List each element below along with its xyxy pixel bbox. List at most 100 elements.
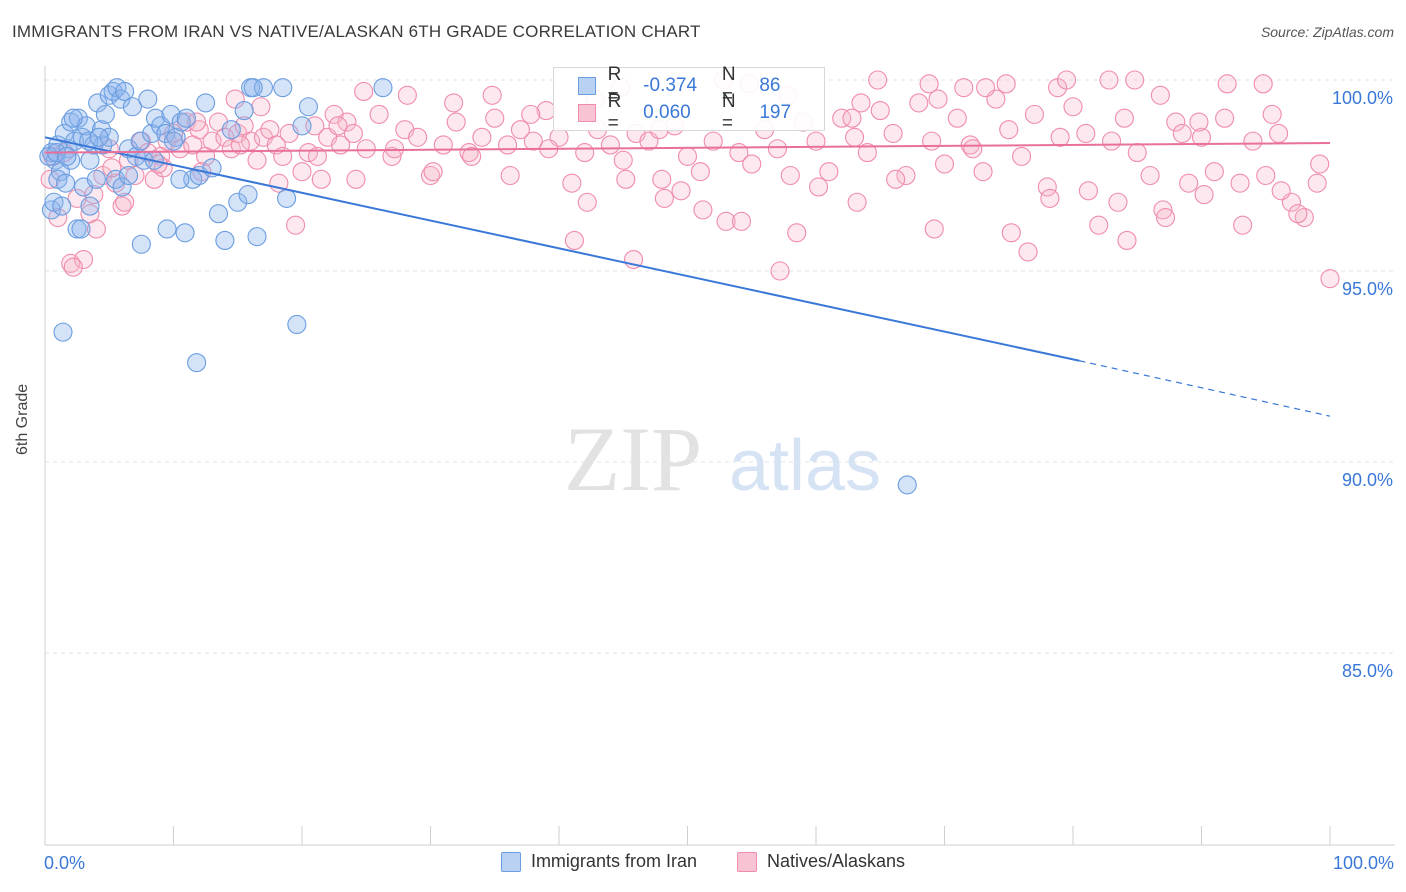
natives-point: [703, 131, 723, 151]
natives-point: [1269, 123, 1289, 144]
watermark-zip: ZIP: [564, 408, 702, 510]
natives-point: [433, 135, 453, 155]
natives-point: [1191, 127, 1212, 147]
natives-point: [787, 223, 807, 243]
legend-row-natives: R = 0.060 N = 197: [578, 91, 824, 134]
natives-point: [1189, 112, 1209, 132]
natives-point: [215, 127, 235, 147]
iran-point: [99, 127, 119, 147]
natives-point: [575, 143, 595, 163]
series-legend: Immigrants from Iran Natives/Alaskans: [0, 851, 1406, 872]
natives-point: [1037, 177, 1057, 197]
legend-label-iran: Immigrants from Iran: [530, 851, 697, 871]
iran-point: [89, 127, 109, 147]
natives-point: [102, 158, 122, 178]
natives-point: [311, 169, 331, 189]
chart-title: IMMIGRANTS FROM IRAN VS NATIVE/ALASKAN 6…: [12, 22, 701, 41]
iran-point: [234, 101, 254, 121]
natives-point: [780, 165, 800, 186]
natives-point: [1076, 123, 1096, 144]
natives-point: [510, 120, 531, 140]
natives-point: [613, 150, 633, 170]
natives-point: [202, 131, 222, 151]
natives-point: [328, 116, 348, 136]
legend-swatch-pink: [578, 104, 596, 122]
natives-point: [809, 177, 829, 197]
natives-point: [883, 123, 903, 144]
natives-point: [1078, 181, 1098, 201]
iran-point: [161, 104, 181, 124]
natives-point: [500, 165, 520, 186]
natives-point: [446, 112, 466, 132]
natives-point: [742, 154, 762, 174]
iran-point: [52, 196, 72, 216]
natives-point: [963, 139, 983, 159]
natives-point: [1001, 223, 1021, 243]
source-label: Source: ZipAtlas.com: [1260, 24, 1394, 40]
iran-point: [41, 200, 61, 220]
iran-point: [57, 146, 77, 166]
iran-point: [187, 353, 207, 373]
natives-point: [564, 230, 584, 250]
x-tick-left: 0.0%: [44, 853, 86, 873]
iran-point: [253, 78, 274, 98]
iran-point: [118, 165, 139, 186]
iran-point: [86, 169, 106, 189]
legend-label-natives: Natives/Alaskans: [766, 851, 906, 871]
iran-point: [215, 230, 235, 250]
natives-point: [63, 257, 83, 277]
natives-point: [1179, 173, 1199, 193]
natives-point: [1194, 185, 1214, 205]
legend-swatch-natives: [736, 851, 757, 872]
r-label: R =: [607, 91, 622, 134]
natives-point: [1320, 269, 1340, 289]
natives-point: [1288, 204, 1308, 224]
iran-point: [243, 78, 263, 98]
natives-point: [996, 74, 1016, 94]
iran-point: [176, 108, 196, 128]
iran-point: [897, 475, 917, 495]
natives-point: [842, 108, 862, 128]
iran-point: [298, 97, 318, 117]
natives-point: [1217, 74, 1237, 94]
natives-point: [924, 219, 944, 239]
natives-point: [1230, 173, 1250, 193]
iran-point: [175, 223, 195, 243]
natives-point: [408, 127, 428, 147]
natives-point: [346, 169, 366, 189]
natives-point: [1271, 181, 1291, 201]
natives-point: [170, 139, 190, 159]
y-tick-label: 85.0%: [1342, 661, 1393, 681]
r-label: R =: [607, 64, 622, 107]
natives-point: [999, 120, 1019, 140]
natives-point: [677, 146, 698, 166]
natives-point: [770, 261, 790, 281]
natives-point: [973, 162, 993, 182]
natives-point: [896, 165, 916, 186]
y-tick-labels: 100.0% 95.0% 90.0% 85.0%: [1332, 88, 1393, 681]
iran-point: [156, 123, 176, 144]
natives-point: [125, 165, 145, 186]
natives-point: [1050, 127, 1070, 147]
natives-point: [1099, 70, 1119, 90]
natives-point: [1102, 131, 1122, 151]
legend-item-iran[interactable]: Immigrants from Iran: [500, 851, 697, 872]
natives-point: [1307, 173, 1327, 193]
natives-point: [273, 146, 293, 166]
natives-point: [716, 211, 736, 231]
natives-point: [230, 135, 250, 155]
natives-point: [1172, 123, 1192, 144]
natives-point: [976, 78, 996, 98]
natives-point: [1253, 74, 1273, 94]
natives-point: [693, 200, 713, 220]
natives-point: [1140, 165, 1160, 186]
iran-trend-line: [44, 136, 1080, 362]
legend-item-natives[interactable]: Natives/Alaskans: [736, 851, 906, 872]
legend-swatch-blue: [578, 77, 596, 95]
iran-point: [208, 204, 229, 224]
natives-point: [251, 97, 271, 117]
natives-point: [1262, 104, 1282, 124]
natives-point: [472, 127, 492, 147]
trend-lines: [44, 136, 1331, 417]
natives-point: [307, 146, 327, 166]
